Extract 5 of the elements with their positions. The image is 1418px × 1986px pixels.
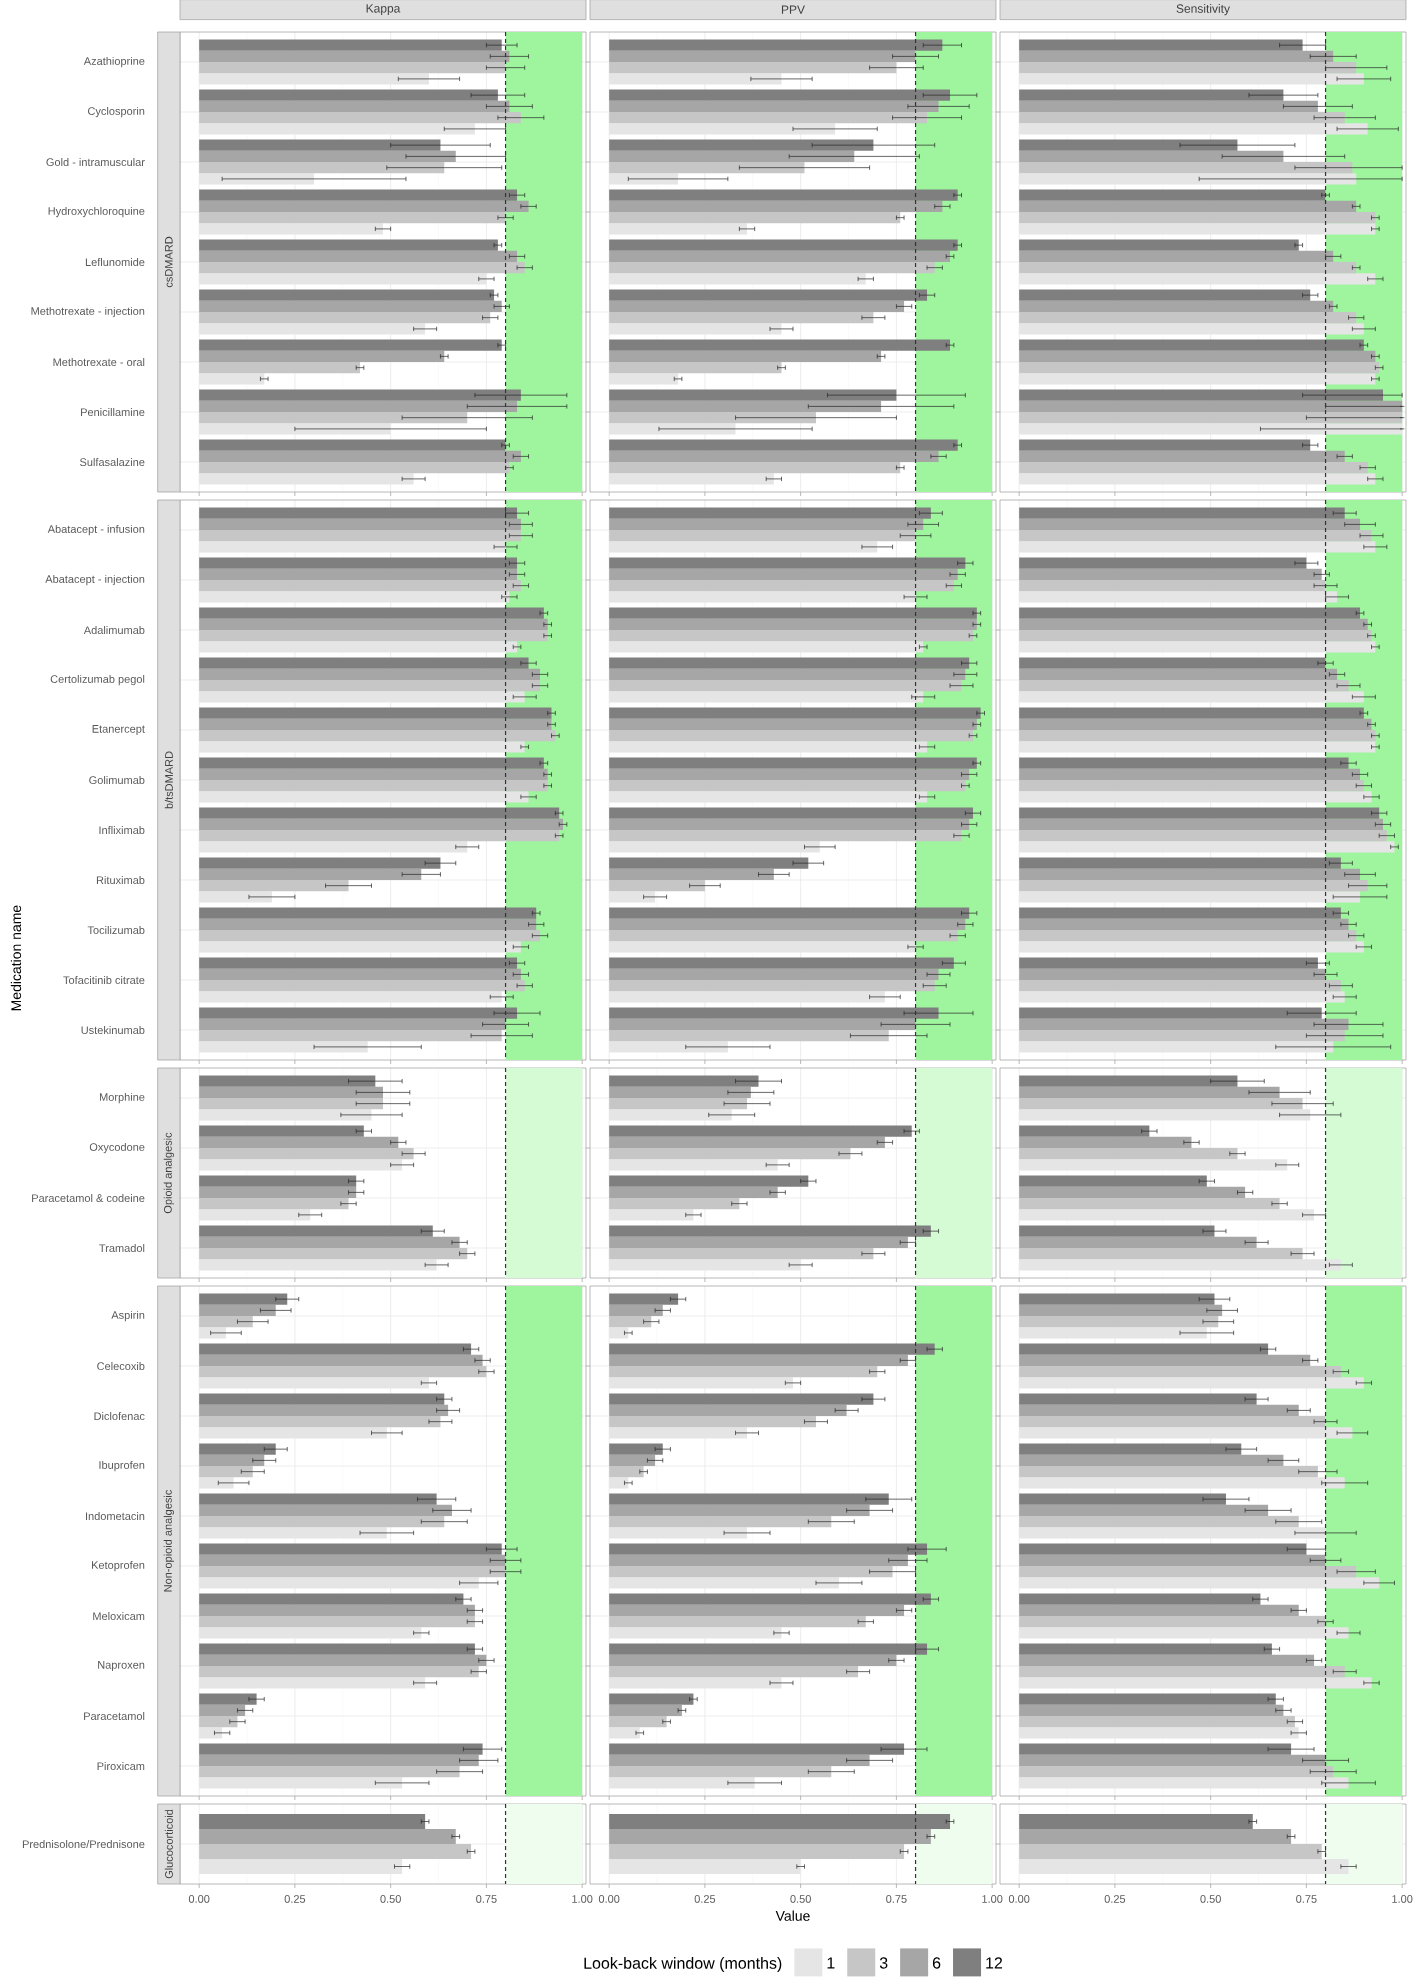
legend-label: 1: [827, 1957, 835, 1969]
legend-title: Look-back window (months): [584, 1957, 782, 1973]
legend-label: 6: [932, 1957, 941, 1969]
legend-label: 12: [986, 1957, 1003, 1969]
legend-label: 3: [879, 1957, 888, 1969]
